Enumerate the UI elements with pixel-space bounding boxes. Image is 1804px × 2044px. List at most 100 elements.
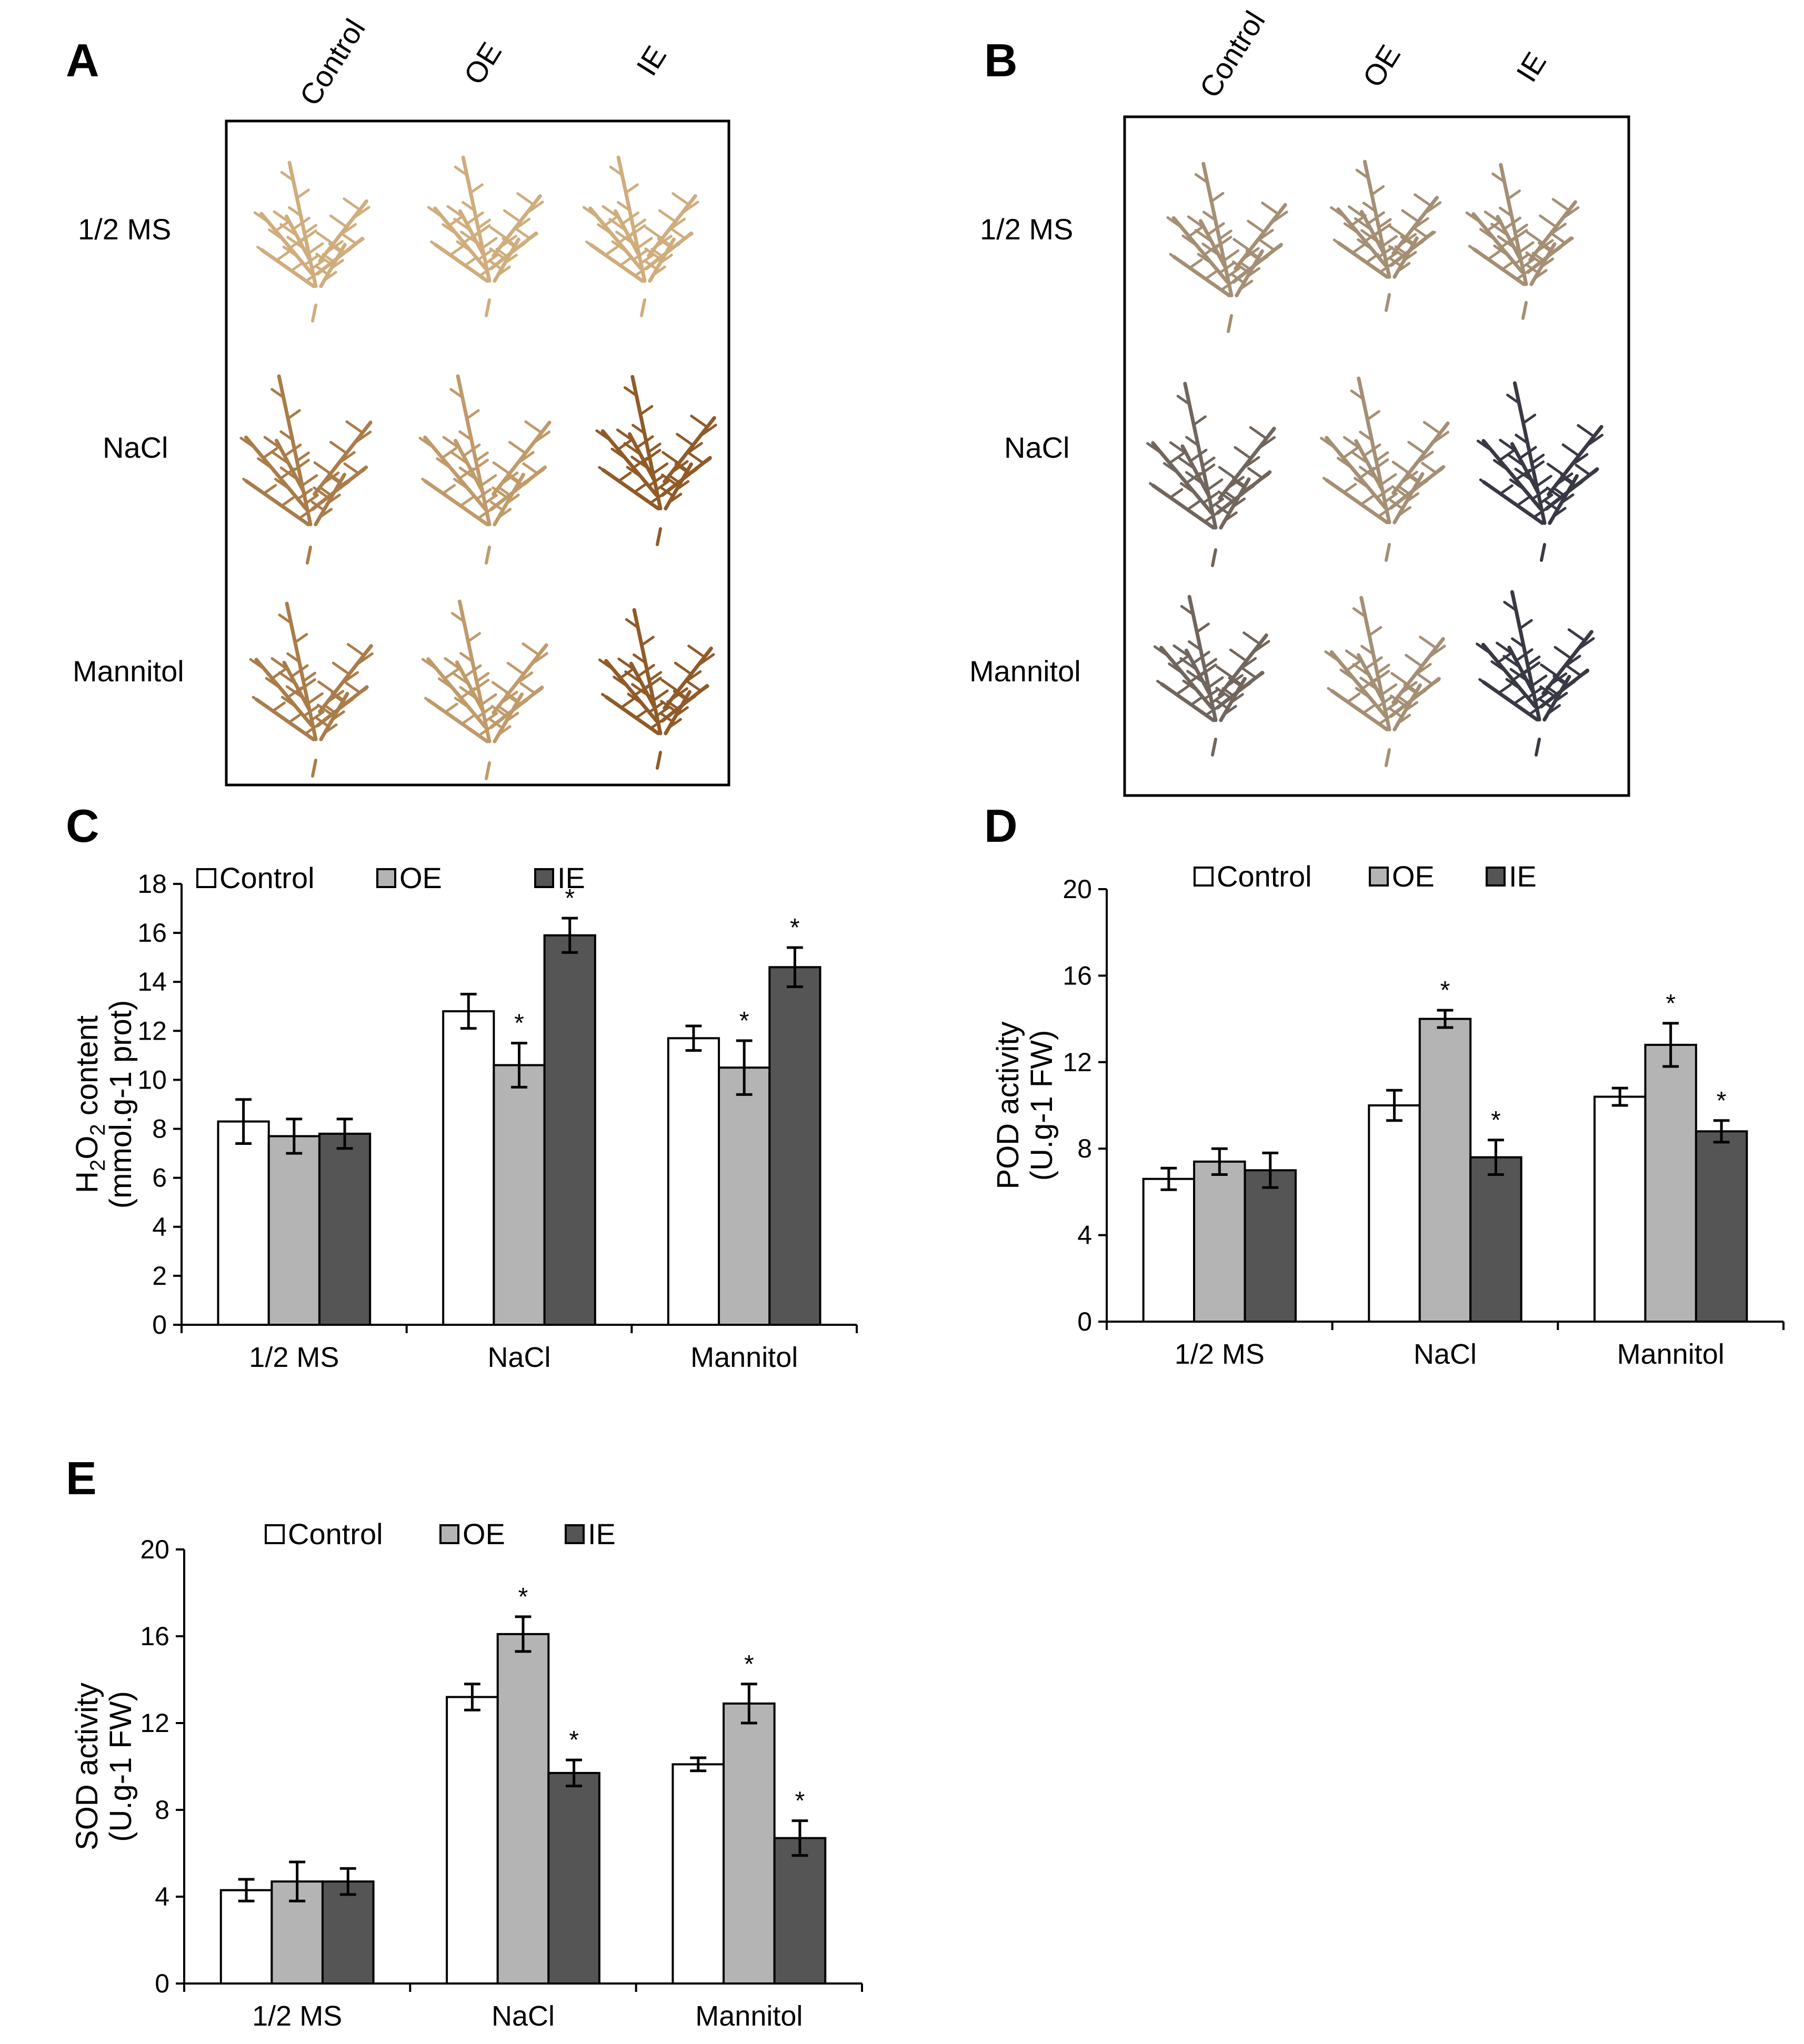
seedling-leaf (1377, 507, 1391, 518)
seedling-root (640, 298, 646, 317)
legend-swatch (534, 868, 554, 888)
seedling-leaf (1532, 508, 1547, 519)
seedling-leaf (1405, 471, 1420, 482)
seedling-leaf (1202, 210, 1217, 222)
seedling-leaf (667, 718, 682, 729)
seedling-leaf (1185, 471, 1204, 485)
seedling-leaf (597, 223, 614, 236)
seedling-leaf (1378, 473, 1397, 487)
seedling-leaf (343, 197, 362, 212)
seedling-leaf (1179, 657, 1198, 671)
seedling-leaf (1153, 645, 1170, 658)
y-tick-label: 6 (152, 1163, 167, 1193)
y-tick-label: 4 (155, 1882, 169, 1911)
seedling-branch (1354, 439, 1386, 495)
bar (718, 1066, 771, 1326)
seedling-leaf (454, 697, 470, 709)
seedling-leaf (623, 386, 638, 397)
seedling-leaf (316, 703, 333, 716)
seedling-leaf (319, 486, 334, 498)
seedling-leaf (1496, 490, 1510, 501)
seedling-leaf (1245, 248, 1260, 259)
legend-label: OE (399, 861, 442, 894)
seedling-leaf (666, 700, 681, 711)
significance-asterisk: * (514, 1010, 524, 1038)
y-axis-label: H2O2 content (70, 1015, 109, 1193)
seedling-leaf (315, 253, 332, 265)
bar (672, 1763, 725, 1985)
seedling-leaf (326, 494, 341, 505)
seedling-leaf (272, 451, 290, 465)
seedling-leaf (279, 466, 298, 480)
seedling-leaf (1413, 478, 1428, 489)
y-axis-label: SOD activity (70, 1683, 104, 1850)
seedling-leaf (657, 236, 672, 247)
seedling-leaf (1197, 253, 1214, 265)
seedling-leaf (1221, 249, 1240, 263)
seedling-branch (244, 479, 310, 527)
seedling-leaf (647, 442, 662, 454)
seedling-leaf (1197, 464, 1216, 478)
seedling-leaf (453, 478, 470, 490)
significance-asterisk: * (1440, 976, 1450, 1004)
seedling-leaf (1360, 229, 1379, 243)
seedling-leaf (1396, 694, 1411, 706)
seedling-leaf (346, 643, 365, 657)
seedling-leaf (1210, 693, 1225, 704)
seedling-leaf (632, 218, 647, 229)
seedling-leaf (1217, 490, 1234, 503)
seedling-branch (457, 599, 492, 743)
seedling-leaf (685, 680, 702, 692)
seedling-leaf (1560, 473, 1575, 484)
panel-b: B Control OE IE 1/2 MS NaCl Mannitol (969, 5, 1630, 797)
seedling-leaf (1515, 434, 1529, 445)
seedling-leaf (1526, 655, 1541, 667)
seedling-root (656, 527, 662, 546)
panel-b-column-label-ie: IE (1510, 46, 1552, 87)
seedling-branch (426, 657, 487, 729)
seedling-leaf (1200, 275, 1215, 286)
seedling-leaf (1492, 459, 1509, 471)
seedling-leaf (467, 632, 482, 643)
seedling-leaf (268, 228, 285, 241)
seedling-leaf (1509, 229, 1528, 243)
seedling-leaf (1194, 229, 1213, 243)
seedling-branch (1329, 650, 1387, 718)
seedling-leaf (1360, 645, 1375, 656)
seedling-leaf (335, 479, 349, 490)
x-category-label: 1/2 MS (249, 1342, 339, 1373)
seedling-leaf (1215, 687, 1232, 699)
seedling-leaf (1389, 707, 1404, 719)
x-category-label: NaCl (1414, 1338, 1477, 1370)
seedling-leaf (1169, 488, 1184, 499)
seedling-leaf (1546, 686, 1560, 697)
seedling-leaf (265, 677, 282, 689)
seedling-leaf (616, 200, 631, 212)
seedling-leaf (1185, 264, 1199, 275)
seedling-leaf (444, 657, 463, 671)
seedling-leaf (681, 694, 696, 706)
seedling-leaf (1551, 198, 1570, 212)
seedling-leaf (1404, 701, 1419, 712)
seedling-leaf (1156, 680, 1171, 691)
seedling-branch (287, 160, 318, 288)
seedling-leaf (329, 214, 348, 228)
seedling-leaf (491, 681, 510, 695)
seedling-leaf (1576, 637, 1595, 651)
seedling-leaf (1247, 467, 1264, 480)
seedling-leaf (1246, 267, 1261, 278)
seedling-leaf (295, 188, 310, 199)
seedling-leaf (674, 461, 689, 472)
seedling-leaf (1146, 442, 1163, 455)
seedling-root (1535, 738, 1541, 757)
seedling-leaf (529, 652, 548, 666)
seedling-leaf (450, 451, 469, 465)
seedling-leaf (522, 642, 540, 657)
seedling-leaf (1171, 690, 1186, 701)
bar (667, 1037, 720, 1326)
seedling-leaf (1570, 453, 1589, 467)
seedling-leaf (1546, 486, 1562, 499)
seedling-leaf (660, 700, 677, 712)
y-tick-label: 12 (1063, 1048, 1092, 1077)
seedling-leaf (1546, 462, 1565, 477)
